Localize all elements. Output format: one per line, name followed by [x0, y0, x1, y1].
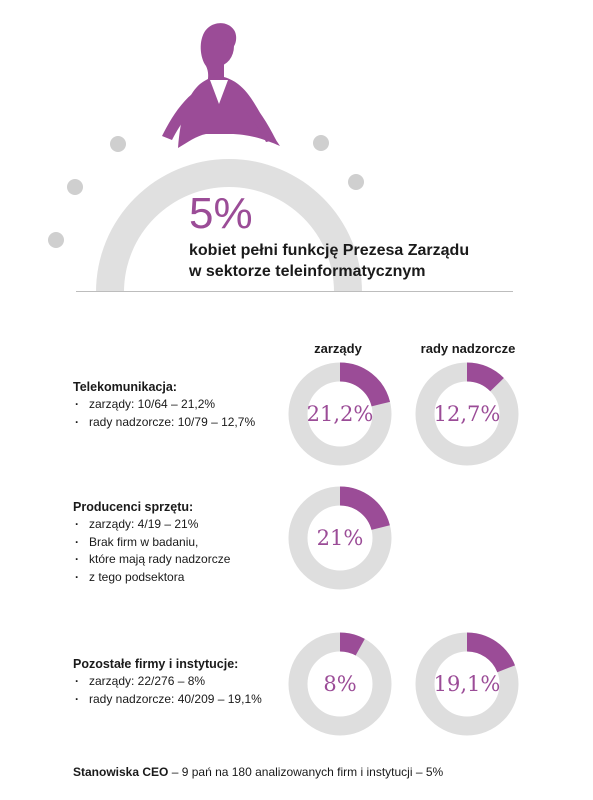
donut-value-label: 19,1% [433, 672, 501, 696]
woman-silhouette-icon [162, 23, 280, 148]
list-item: zarządy: 10/64 – 21,2% [73, 396, 255, 414]
list-item: zarządy: 4/19 – 21% [73, 516, 230, 534]
footer-rest: – 9 pań na 180 analizowanych firm i inst… [168, 765, 444, 779]
list-item: zarządy: 22/276 – 8% [73, 673, 262, 691]
section-list: zarządy: 4/19 – 21% Brak firm w badaniu,… [73, 516, 230, 586]
section-telecom: Telekomunikacja: zarządy: 10/64 – 21,2% … [73, 378, 255, 431]
donut-segment [339, 486, 390, 531]
donut-telecom-supervisory: 12,7% [415, 362, 519, 466]
headline-line-2: w sektorze teleinformatycznym [189, 263, 426, 280]
decor-dot [48, 232, 64, 248]
donut-value-label: 21% [316, 526, 364, 550]
donut-hardware-boards: 21% [288, 486, 392, 590]
donut-telecom-boards: 21,2% [288, 362, 392, 466]
donut-value-label: 21,2% [306, 402, 374, 426]
section-hardware: Producenci sprzętu: zarządy: 4/19 – 21% … [73, 498, 230, 586]
donut-segment [466, 362, 504, 392]
list-item: z tego podsektora [73, 569, 230, 587]
footer-note: Stanowiska CEO – 9 pań na 180 analizowan… [73, 765, 443, 779]
list-item: rady nadzorcze: 10/79 – 12,7% [73, 414, 255, 432]
neckline [210, 80, 228, 104]
headline-line-1: kobiet pełni funkcję Prezesa Zarządu [189, 242, 470, 259]
decor-dot [313, 135, 329, 151]
section-title: Producenci sprzętu: [73, 500, 194, 514]
footer-bold: Stanowiska CEO [73, 765, 169, 779]
section-other: Pozostałe firmy i instytucje: zarządy: 2… [73, 655, 262, 708]
donut-segment [339, 632, 365, 656]
decor-dot [67, 179, 83, 195]
headline-percent: 5% [189, 189, 253, 238]
hero-graphic [48, 23, 364, 292]
headline-text: kobiet pełni funkcję Prezesa Zarządu w s… [189, 240, 529, 282]
column-header-boards: zarządy [314, 341, 362, 356]
section-list: zarządy: 10/64 – 21,2% rady nadzorcze: 1… [73, 396, 255, 431]
section-list: zarządy: 22/276 – 8% rady nadzorcze: 40/… [73, 673, 262, 708]
donut-segment [339, 362, 391, 407]
donut-other-boards: 8% [288, 632, 392, 736]
list-item: Brak firm w badaniu, [73, 534, 230, 552]
donut-value-label: 8% [323, 672, 357, 696]
divider [76, 291, 513, 292]
decor-dot [348, 174, 364, 190]
section-title: Pozostałe firmy i instytucje: [73, 657, 239, 671]
decor-dot [110, 136, 126, 152]
semicircle-arc [96, 159, 362, 292]
donut-segment [466, 632, 516, 673]
list-item: które mają rady nadzorcze [73, 551, 230, 569]
column-header-supervisory: rady nadzorcze [420, 341, 516, 356]
list-item: rady nadzorcze: 40/209 – 19,1% [73, 691, 262, 709]
donut-value-label: 12,7% [433, 402, 501, 426]
donut-other-supervisory: 19,1% [415, 632, 519, 736]
section-title: Telekomunikacja: [73, 380, 177, 394]
